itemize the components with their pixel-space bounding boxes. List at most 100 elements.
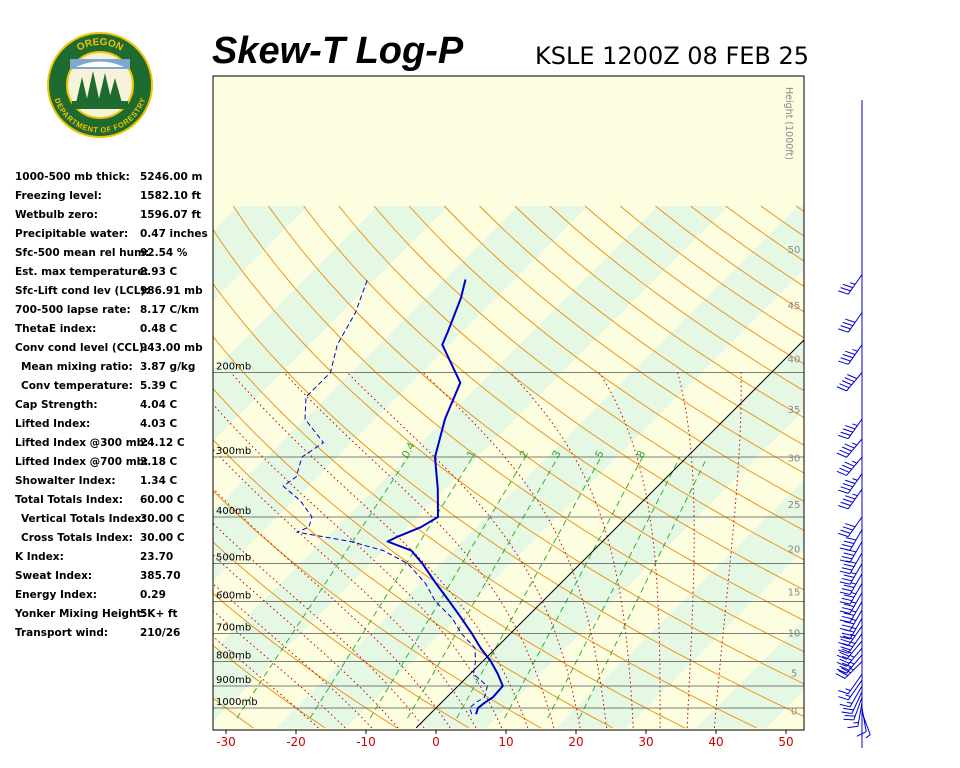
wind-barb-feather bbox=[842, 635, 853, 640]
index-label: Vertical Totals Index: bbox=[21, 513, 146, 525]
wind-barb-feather bbox=[836, 386, 847, 392]
isobar-label: 200mb bbox=[216, 361, 251, 372]
index-label: Est. max temperature: bbox=[15, 266, 149, 278]
wind-barb-feather bbox=[839, 610, 851, 614]
wind-barb-feather bbox=[841, 624, 853, 628]
mixing-ratio-label: 3 bbox=[550, 449, 563, 460]
moist-adiabat bbox=[213, 487, 451, 729]
wind-barb-feather bbox=[838, 290, 849, 295]
wind-barb-feather bbox=[843, 563, 855, 568]
wind-barb-staff bbox=[851, 691, 863, 714]
wind-barb-feather bbox=[839, 467, 850, 473]
wind-barb-feather bbox=[836, 470, 847, 476]
index-label: 1000-500 mb thick: bbox=[15, 171, 130, 183]
isotherm-band bbox=[213, 206, 448, 441]
index-row: Freezing level: 1582.10 ft bbox=[15, 187, 215, 206]
wind-barb-feather bbox=[839, 658, 850, 664]
index-value: 8.93 C bbox=[140, 266, 178, 278]
dry-adiabat bbox=[373, 205, 804, 531]
x-tick-label: -30 bbox=[216, 735, 236, 749]
height-tick-label: 25 bbox=[788, 500, 801, 511]
wind-barb-feather bbox=[839, 651, 850, 657]
wind-barb-feather bbox=[844, 461, 855, 467]
isotherm-band bbox=[0, 206, 168, 728]
wind-barb bbox=[839, 541, 863, 563]
wind-barb-feather bbox=[838, 434, 849, 440]
x-tick-label: 40 bbox=[708, 735, 723, 749]
wind-barb-half-feather bbox=[846, 701, 853, 704]
wind-barb bbox=[838, 418, 863, 440]
dewpoint-trace bbox=[282, 279, 488, 715]
index-value: 5.39 C bbox=[140, 380, 178, 392]
height-tick-label: 35 bbox=[788, 405, 801, 416]
wind-barb-feather bbox=[839, 559, 851, 563]
wind-barb bbox=[838, 516, 863, 538]
index-value: 385.70 bbox=[140, 570, 181, 582]
x-tick-label: -10 bbox=[356, 735, 376, 749]
height-tick-label: 30 bbox=[788, 454, 801, 465]
wind-barb-half-feather bbox=[851, 442, 858, 446]
mixing-ratio-line bbox=[407, 456, 559, 719]
wind-barb-half-feather bbox=[848, 667, 854, 671]
wind-barb bbox=[843, 697, 863, 721]
height-tick-label: 40 bbox=[788, 354, 801, 365]
isotherm-band bbox=[556, 480, 804, 728]
wind-barb-feather bbox=[856, 731, 867, 737]
index-row: Lifted Index @700 mb: 3.18 C bbox=[15, 453, 215, 472]
height-tick-label: 0 bbox=[791, 707, 797, 718]
isobar-label: 1000mb bbox=[216, 697, 258, 708]
wind-barb-feather bbox=[843, 594, 855, 598]
isobar-label: 400mb bbox=[216, 506, 251, 517]
wind-barb-feather bbox=[843, 707, 854, 711]
wind-barb bbox=[841, 691, 863, 714]
index-row: Conv cond level (CCL): 943.00 mb bbox=[15, 339, 215, 358]
wind-barb bbox=[836, 456, 863, 476]
wind-barb-feather bbox=[838, 360, 849, 365]
index-label: Sweat Index: bbox=[15, 570, 93, 582]
index-row: Total Totals Index: 60.00 C bbox=[15, 491, 215, 510]
wind-barb bbox=[838, 312, 863, 333]
index-label: Showalter Index: bbox=[15, 475, 116, 487]
wind-barb-feather bbox=[839, 703, 851, 708]
dry-adiabat bbox=[213, 490, 542, 729]
wind-barb-feather bbox=[843, 574, 855, 578]
wind-barb-feather bbox=[842, 283, 853, 289]
wind-barb-feather bbox=[841, 577, 853, 582]
wind-barb-feather bbox=[843, 540, 855, 544]
wind-barb-feather bbox=[841, 588, 853, 592]
index-label: Total Totals Index: bbox=[15, 494, 123, 506]
mixing-ratio-line bbox=[547, 456, 681, 719]
wind-barb-feather bbox=[843, 612, 855, 616]
wind-barb-half-feather bbox=[852, 349, 858, 352]
mixing-ratio-label: 2 bbox=[517, 449, 530, 460]
isotherm-band bbox=[213, 206, 308, 301]
index-label: Mean mixing ratio: bbox=[21, 361, 133, 373]
wind-barb-feather bbox=[845, 425, 856, 430]
wind-barb-feather bbox=[839, 383, 850, 389]
wind-barb-feather bbox=[841, 667, 851, 674]
wind-barb bbox=[839, 563, 863, 585]
dry-adiabat bbox=[232, 205, 804, 653]
index-row: Vertical Totals Index: 30.00 C bbox=[15, 510, 215, 529]
wind-barb-feather bbox=[845, 495, 856, 500]
wind-barb-feather bbox=[840, 486, 851, 491]
wind-barb bbox=[835, 661, 863, 679]
wind-barb-feather bbox=[838, 532, 849, 538]
wind-barb-feather bbox=[841, 567, 853, 571]
wind-barb bbox=[836, 654, 863, 674]
stability-indices-panel: 1000-500 mb thick: 5246.00 m Freezing leve… bbox=[15, 168, 215, 643]
dry-adiabat bbox=[213, 541, 470, 729]
wind-barb-feather bbox=[842, 354, 853, 359]
index-label: Freezing level: bbox=[15, 190, 102, 202]
index-label: Conv temperature: bbox=[21, 380, 133, 392]
wind-barb-feather bbox=[842, 483, 853, 488]
isotherm-band bbox=[213, 206, 728, 721]
plot-frame bbox=[212, 75, 805, 731]
wind-barb bbox=[839, 583, 863, 605]
wind-barb bbox=[839, 573, 863, 595]
wind-barb-feather bbox=[845, 479, 856, 485]
wind-barb-half-feather bbox=[845, 688, 851, 691]
wind-barb-feather bbox=[839, 619, 851, 623]
dry-adiabat bbox=[213, 228, 804, 685]
mixing-ratio-line bbox=[236, 456, 409, 719]
